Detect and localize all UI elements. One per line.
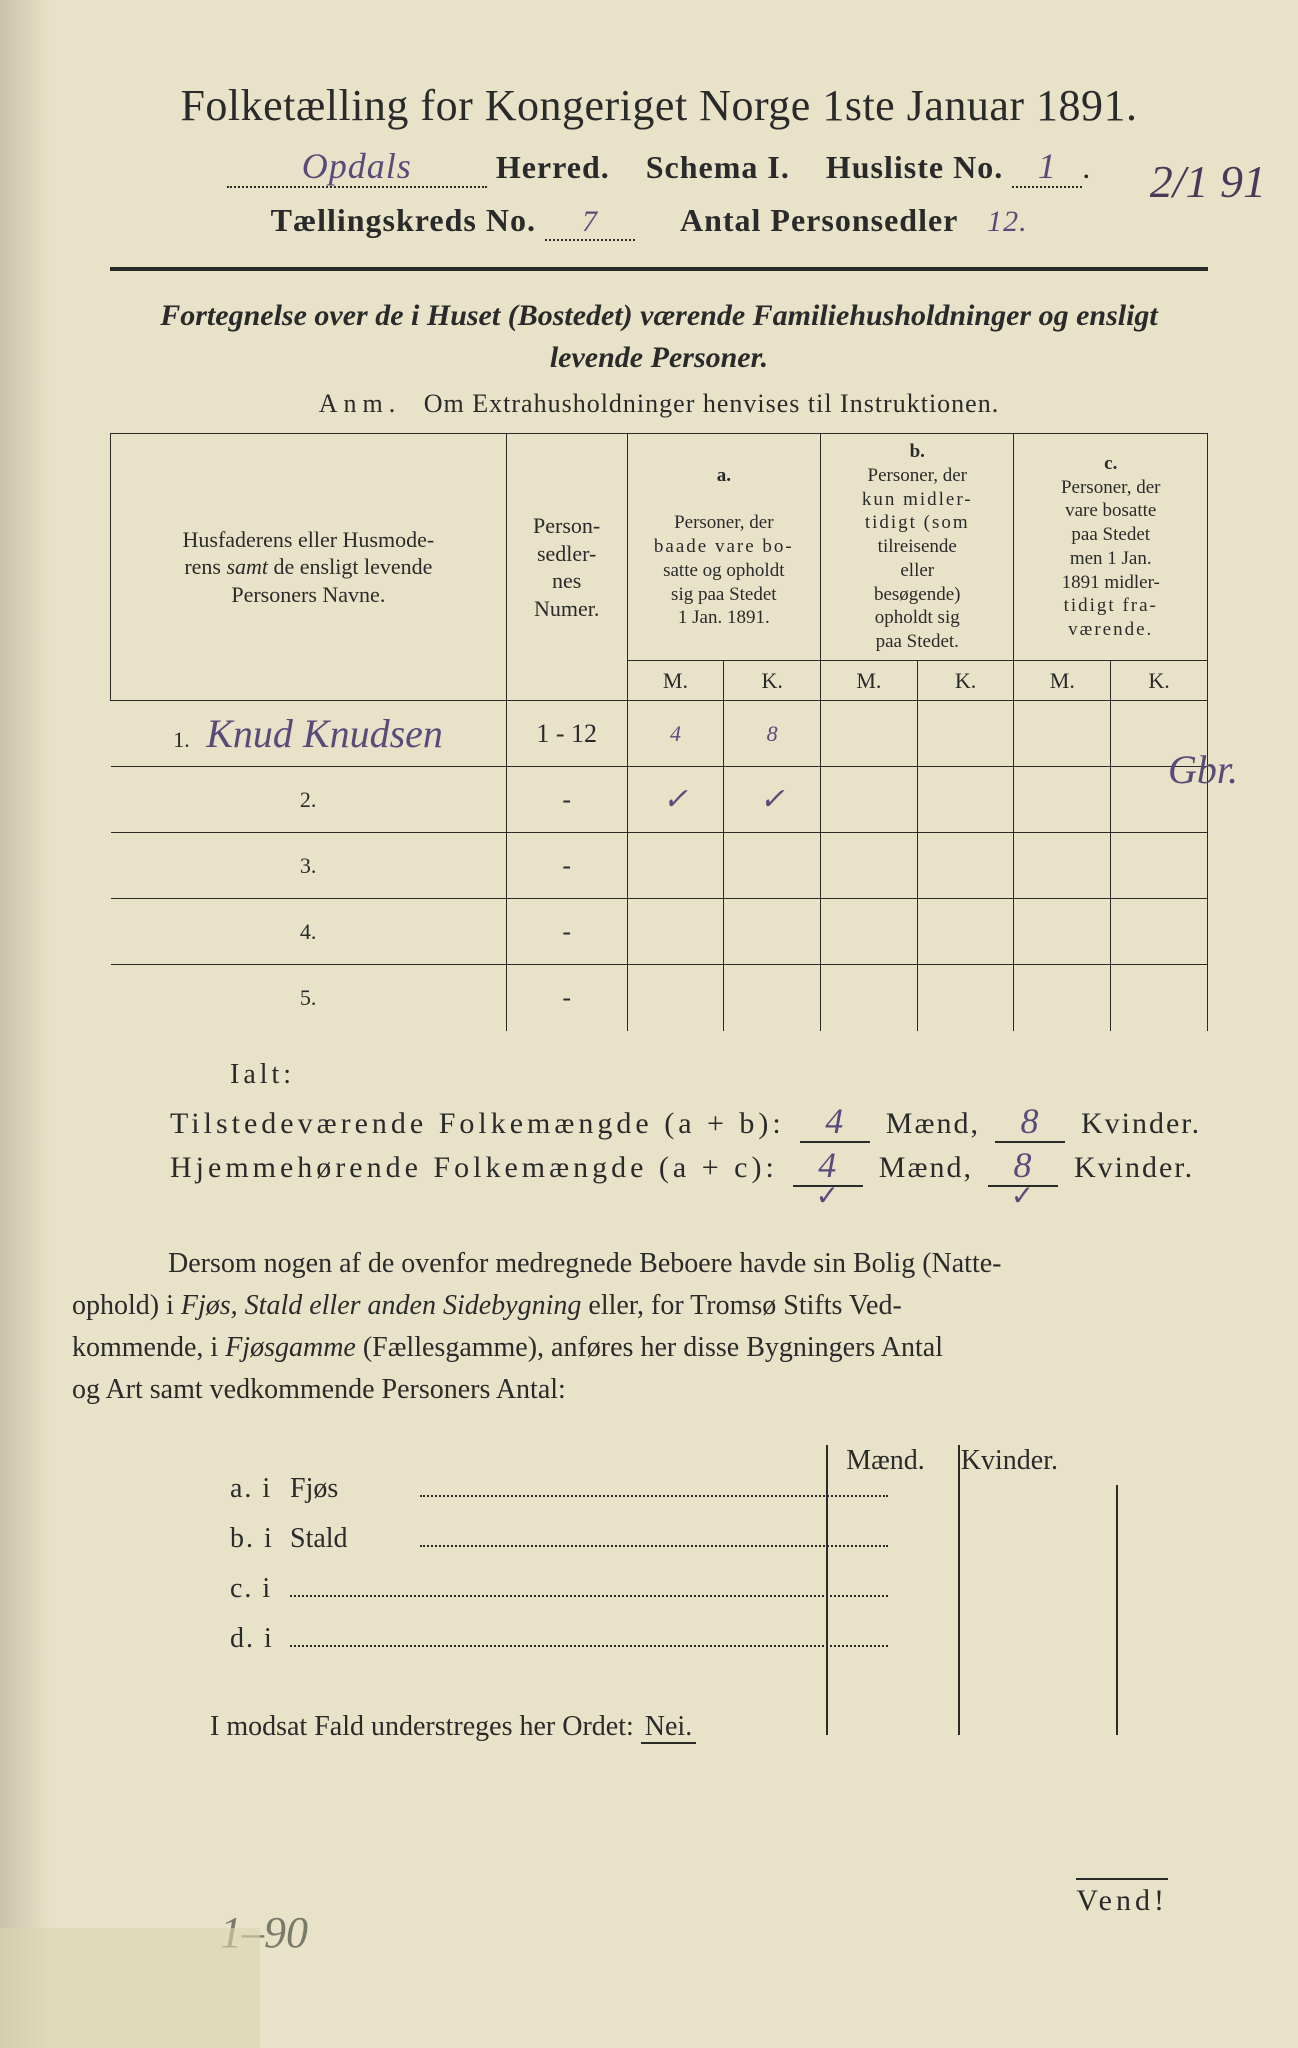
dotted-line bbox=[290, 1587, 888, 1597]
sum-m-field: 4 ✓ bbox=[793, 1151, 863, 1187]
kvinder-label: Kvinder. bbox=[961, 1445, 1058, 1477]
footer-handwriting: 1–90 bbox=[220, 1907, 308, 1958]
maend-label: Mænd. bbox=[846, 1445, 925, 1477]
table-row: 2. - ✓ ✓ bbox=[111, 767, 1208, 833]
page-title: Folketælling for Kongeriget Norge 1ste J… bbox=[110, 80, 1208, 131]
nei-line: I modsat Fald understreges her Ordet: Ne… bbox=[210, 1711, 1208, 1743]
herred-field: Opdals bbox=[227, 149, 487, 188]
nei-word: Nei. bbox=[641, 1711, 696, 1744]
sum-line-present: Tilstedeværende Folkemængde (a + b): 4 M… bbox=[170, 1107, 1208, 1143]
mk-section: Mænd. Kvinder. a. i Fjøs b. i Stald c. i bbox=[170, 1455, 1208, 1655]
th-name: Husfaderens eller Husmode- rens samt de … bbox=[111, 434, 507, 701]
cell-bM bbox=[821, 701, 918, 767]
header-line-3: Tællingskreds No. 7 Antal Personsedler 1… bbox=[110, 202, 1208, 241]
sum-k-field: 8 ✓ bbox=[988, 1151, 1058, 1187]
tick-mark: ✓ bbox=[816, 1179, 841, 1213]
census-form-page: Folketælling for Kongeriget Norge 1ste J… bbox=[0, 0, 1298, 2048]
list-item: b. i Stald bbox=[230, 1505, 1208, 1555]
table-row: 4. - bbox=[111, 899, 1208, 965]
husliste-field: 1 bbox=[1012, 149, 1082, 188]
th-a-k: K. bbox=[724, 660, 821, 701]
row-name-cell: 1. Knud Knudsen bbox=[111, 701, 507, 767]
row-num-cell: 1 - 12 bbox=[506, 701, 627, 767]
vend-label: Vend! bbox=[1076, 1878, 1168, 1918]
cell-cM bbox=[1014, 701, 1111, 767]
th-c-m: M. bbox=[1014, 660, 1111, 701]
table-row: 5. - bbox=[111, 965, 1208, 1031]
antal-value: 12. bbox=[987, 205, 1028, 238]
sum-line-resident: Hjemmehørende Folkemængde (a + c): 4 ✓ M… bbox=[170, 1151, 1208, 1187]
dotted-line bbox=[420, 1487, 888, 1497]
dotted-line bbox=[290, 1637, 888, 1647]
antal-label: Antal Personsedler bbox=[680, 202, 958, 238]
cell-bK bbox=[917, 701, 1014, 767]
table-row: 3. - bbox=[111, 833, 1208, 899]
cell-aK: 8 bbox=[724, 701, 821, 767]
section-heading: Fortegnelse over de i Huset (Bostedet) v… bbox=[150, 295, 1168, 379]
table-body: 1. Knud Knudsen 1 - 12 4 8 2. - ✓ ✓ bbox=[111, 701, 1208, 1031]
th-col-c: c. Personer, der vare bosatte paa Stedet… bbox=[1014, 434, 1208, 661]
th-numer: Person- sedler- nes Numer. bbox=[506, 434, 627, 701]
kreds-field: 7 bbox=[545, 202, 635, 241]
sum-m-field: 4 bbox=[800, 1107, 870, 1143]
mk-header: Mænd. Kvinder. bbox=[846, 1445, 1058, 1477]
margin-gbr-note: Gbr. bbox=[1168, 746, 1238, 793]
anm-note: Anm. Om Extrahusholdninger henvises til … bbox=[110, 389, 1208, 419]
table-row: 1. Knud Knudsen 1 - 12 4 8 bbox=[111, 701, 1208, 767]
side-building-list: a. i Fjøs b. i Stald c. i d. i bbox=[230, 1455, 1208, 1655]
th-c-k: K. bbox=[1111, 660, 1208, 701]
divider bbox=[110, 267, 1208, 271]
list-item: d. i bbox=[230, 1605, 1208, 1655]
th-col-b: b. Personer, der kun midler- tidigt (som… bbox=[821, 434, 1014, 661]
th-b-m: M. bbox=[821, 660, 918, 701]
kreds-label: Tællingskreds No. bbox=[271, 202, 536, 238]
th-a-m: M. bbox=[627, 660, 724, 701]
cell-aM: 4 bbox=[627, 701, 724, 767]
list-item: a. i Fjøs bbox=[230, 1455, 1208, 1505]
census-table: Husfaderens eller Husmode- rens samt de … bbox=[110, 433, 1208, 1031]
margin-date-note: 2/1 91 bbox=[1150, 155, 1266, 208]
th-col-a: a. Personer, der baade vare bo- satte og… bbox=[627, 434, 820, 661]
herred-value: Opdals bbox=[302, 146, 412, 186]
header-line-2: Opdals Herred. Schema I. Husliste No. 1 … bbox=[110, 149, 1208, 188]
tick-mark: ✓ bbox=[1011, 1179, 1036, 1213]
th-b-k: K. bbox=[917, 660, 1014, 701]
schema-label: Schema I. bbox=[646, 149, 790, 185]
side-building-paragraph: Dersom nogen af de ovenfor medregnede Be… bbox=[120, 1243, 1198, 1411]
list-item: c. i bbox=[230, 1555, 1208, 1605]
husliste-value: 1 bbox=[1038, 146, 1057, 186]
ialt-label: Ialt: bbox=[230, 1059, 1208, 1091]
sum-k-field: 8 bbox=[995, 1107, 1065, 1143]
herred-label: Herred. bbox=[496, 149, 610, 185]
antal-field: 12. bbox=[967, 202, 1047, 239]
dotted-line bbox=[420, 1537, 888, 1547]
kreds-value: 7 bbox=[582, 205, 598, 238]
husliste-label: Husliste No. bbox=[826, 149, 1003, 185]
